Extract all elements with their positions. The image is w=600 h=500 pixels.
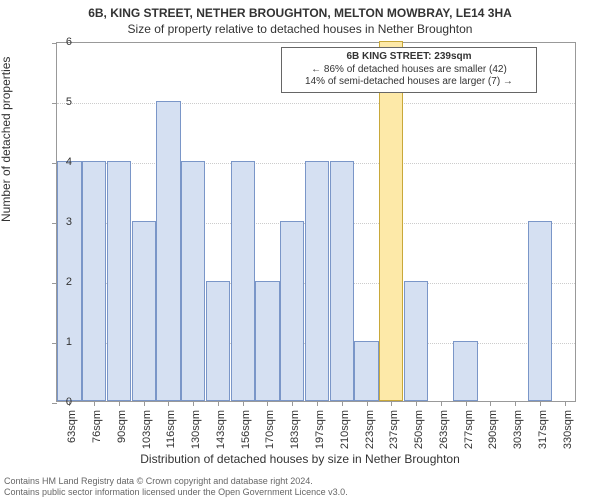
ytick-label: 6 <box>52 36 72 48</box>
xtick-label: 90sqm <box>116 410 128 460</box>
info-line-1: 6B KING STREET: 239sqm <box>288 51 530 64</box>
bar <box>206 281 230 401</box>
xtick-mark <box>490 401 491 406</box>
bar <box>156 101 180 401</box>
bar <box>255 281 279 401</box>
xtick-label: 303sqm <box>512 410 524 460</box>
bar <box>231 161 255 401</box>
ytick-label: 3 <box>52 216 72 228</box>
xtick-label: 290sqm <box>487 410 499 460</box>
bar-highlight <box>379 41 403 401</box>
xtick-label: 197sqm <box>314 410 326 460</box>
xtick-mark <box>144 401 145 406</box>
xtick-mark <box>466 401 467 406</box>
xtick-mark <box>168 401 169 406</box>
footer-line-1: Contains HM Land Registry data © Crown c… <box>4 476 348 487</box>
bar <box>107 161 131 401</box>
ytick-label: 2 <box>52 276 72 288</box>
xtick-mark <box>218 401 219 406</box>
bar <box>528 221 552 401</box>
plot-area: 6B KING STREET: 239sqm← 86% of detached … <box>56 42 576 402</box>
title-sub: Size of property relative to detached ho… <box>0 20 600 36</box>
xtick-mark <box>243 401 244 406</box>
xtick-label: 156sqm <box>240 410 252 460</box>
xtick-label: 263sqm <box>438 410 450 460</box>
info-box: 6B KING STREET: 239sqm← 86% of detached … <box>281 47 537 93</box>
bar <box>404 281 428 401</box>
bar <box>181 161 205 401</box>
xtick-mark <box>292 401 293 406</box>
xtick-label: 63sqm <box>66 410 78 460</box>
bar <box>82 161 106 401</box>
bar <box>330 161 354 401</box>
xtick-label: 116sqm <box>165 410 177 460</box>
xtick-mark <box>119 401 120 406</box>
xtick-mark <box>94 401 95 406</box>
info-line-2: ← 86% of detached houses are smaller (42… <box>288 64 530 77</box>
gridline <box>57 103 575 104</box>
xtick-label: 170sqm <box>264 410 276 460</box>
xtick-mark <box>540 401 541 406</box>
xtick-label: 237sqm <box>388 410 400 460</box>
y-axis-label: Number of detached properties <box>0 57 13 222</box>
xtick-label: 210sqm <box>339 410 351 460</box>
ytick-label: 0 <box>52 396 72 408</box>
xtick-label: 250sqm <box>413 410 425 460</box>
xtick-label: 277sqm <box>463 410 475 460</box>
xtick-label: 183sqm <box>289 410 301 460</box>
xtick-mark <box>342 401 343 406</box>
xtick-mark <box>441 401 442 406</box>
xtick-label: 223sqm <box>364 410 376 460</box>
xtick-label: 330sqm <box>562 410 574 460</box>
footer-attribution: Contains HM Land Registry data © Crown c… <box>4 476 348 498</box>
info-line-3: 14% of semi-detached houses are larger (… <box>288 76 530 89</box>
xtick-mark <box>367 401 368 406</box>
xtick-mark <box>515 401 516 406</box>
xtick-label: 76sqm <box>91 410 103 460</box>
xtick-mark <box>416 401 417 406</box>
ytick-label: 4 <box>52 156 72 168</box>
xtick-label: 143sqm <box>215 410 227 460</box>
xtick-label: 130sqm <box>190 410 202 460</box>
bar <box>305 161 329 401</box>
xtick-label: 317sqm <box>537 410 549 460</box>
xtick-mark <box>391 401 392 406</box>
ytick-label: 5 <box>52 96 72 108</box>
title-main: 6B, KING STREET, NETHER BROUGHTON, MELTO… <box>0 0 600 20</box>
bar <box>453 341 477 401</box>
bar <box>354 341 378 401</box>
bar <box>280 221 304 401</box>
footer-line-2: Contains public sector information licen… <box>4 487 348 498</box>
xtick-mark <box>267 401 268 406</box>
bar <box>132 221 156 401</box>
chart-area: 6B KING STREET: 239sqm← 86% of detached … <box>56 42 576 402</box>
xtick-label: 103sqm <box>141 410 153 460</box>
ytick-label: 1 <box>52 336 72 348</box>
xtick-mark <box>193 401 194 406</box>
xtick-mark <box>317 401 318 406</box>
xtick-mark <box>565 401 566 406</box>
